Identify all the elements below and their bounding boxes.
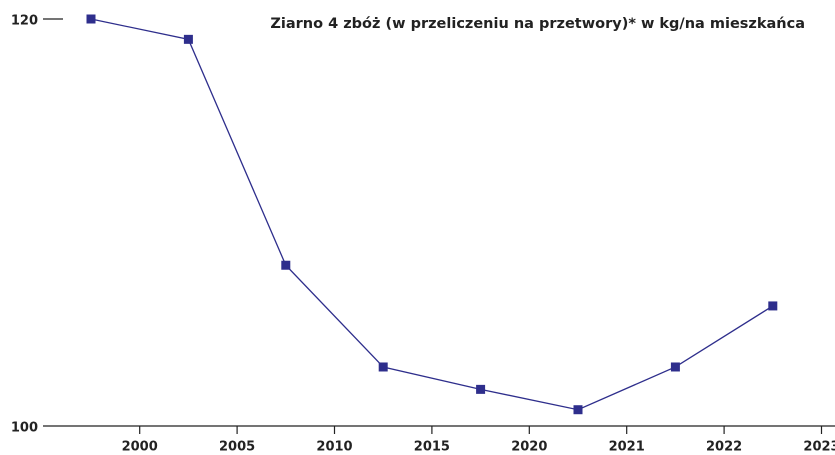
x-tick-label: 2023: [803, 440, 835, 455]
chart-title: Ziarno 4 zbóż (w przeliczeniu na przetwo…: [270, 16, 805, 32]
data-point: [183, 34, 193, 44]
x-tick-label: 2015: [414, 440, 450, 455]
data-point: [476, 384, 486, 394]
data-point: [670, 362, 680, 372]
data-point: [281, 260, 291, 270]
data-point: [768, 301, 778, 311]
y-tick-label: 120: [11, 14, 38, 29]
x-tick-label: 2021: [609, 440, 645, 455]
data-point: [573, 405, 583, 415]
x-tick-label: 2005: [219, 440, 255, 455]
series-line: [90, 18, 774, 411]
x-tick-label: 2000: [122, 440, 158, 455]
y-tick-label: 100: [11, 421, 38, 436]
x-tick-label: 2010: [316, 440, 352, 455]
x-tick-label: 2020: [511, 440, 547, 455]
data-point: [378, 362, 388, 372]
x-tick-label: 2022: [706, 440, 742, 455]
data-point: [86, 14, 96, 24]
